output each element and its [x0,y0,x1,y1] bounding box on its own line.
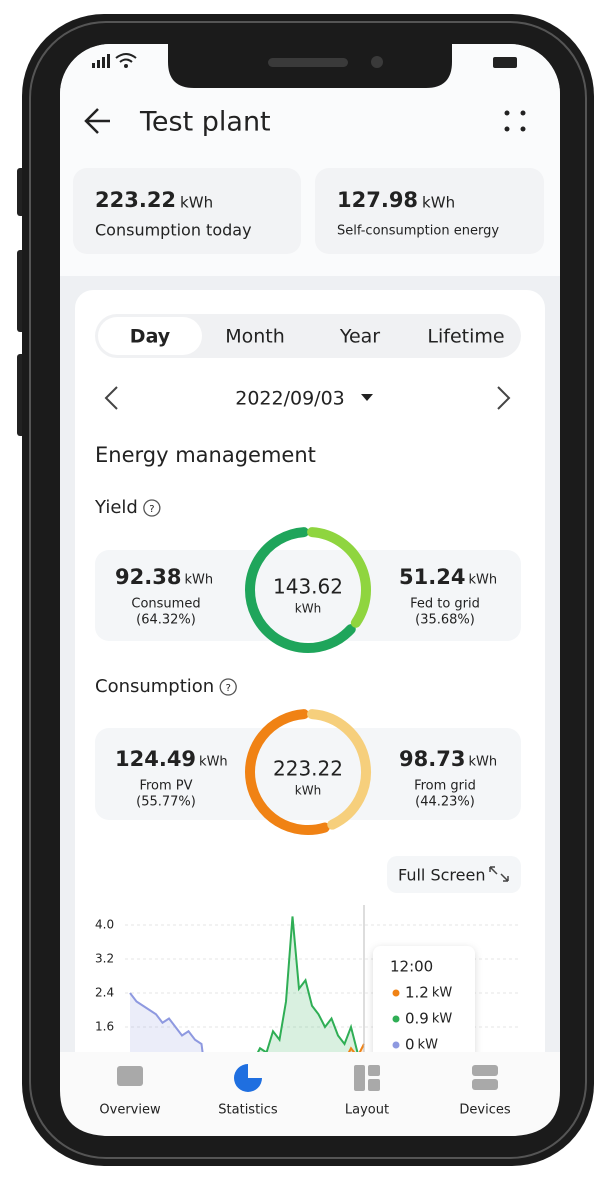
section-label: Consumption [95,676,214,697]
tab[interactable]: Day [130,326,171,348]
label: From PV [139,779,192,794]
donut-right [307,527,371,628]
summary-value: 127.98 [337,188,418,212]
tooltip [373,946,475,1066]
info-icon-mark: ? [149,504,154,515]
section-title: Energy management [95,443,316,467]
more-icon[interactable] [504,110,526,132]
label: Fed to grid [410,597,480,612]
donut-total: 223.22 [273,757,343,781]
tooltip-time: 12:00 [390,958,433,976]
tab[interactable]: Month [225,326,285,348]
label: Consumed [131,597,200,612]
tooltip-value: 0 [405,1036,415,1054]
phone-edge [29,21,587,1159]
yield-box [95,550,521,641]
summary-value: 223.22 [95,188,176,212]
nav-bar [60,1052,560,1136]
tooltip-value: 0.9 [405,1010,429,1028]
tooltip-dot [392,1041,400,1049]
nav-label[interactable]: Statistics [218,1103,278,1118]
y-tick-label: 4.0 [95,918,114,932]
nav-label[interactable]: Layout [345,1103,389,1118]
value: 51.24 [399,565,465,589]
tab[interactable]: Lifetime [427,326,504,348]
nav-label[interactable]: Devices [459,1103,510,1118]
tooltip-dot [392,989,400,997]
donut-left [245,527,356,653]
tab-bar [95,314,521,358]
nav-icon[interactable] [354,1065,365,1091]
donut-unit: kWh [295,784,321,798]
camera [371,56,383,68]
back-icon[interactable] [84,108,110,134]
share: (55.77%) [136,795,196,810]
tab-selected[interactable] [98,317,202,355]
summary-unit: kWh [180,194,213,212]
info-icon[interactable] [143,499,161,517]
nav-icon[interactable] [368,1065,380,1076]
share: (44.23%) [415,795,475,810]
y-tick-label: 1.6 [95,1020,114,1034]
status-icons [92,53,517,68]
summary-label: Self-consumption energy [337,224,499,239]
y-tick-label: 3.2 [95,952,114,966]
unit: kWh [468,755,497,770]
nav-icon[interactable] [368,1079,380,1091]
value: 92.38 [115,565,181,589]
nav-icon[interactable] [472,1065,498,1076]
nav-label[interactable]: Overview [99,1103,161,1118]
donut-unit: kWh [295,602,321,616]
donut-total: 143.62 [273,575,343,599]
label: From grid [414,779,476,794]
tooltip-unit: kW [432,986,453,1001]
series-area [130,916,364,1095]
summary-unit: kWh [422,194,455,212]
share: (64.32%) [136,613,196,628]
donut-left [245,709,330,835]
tab[interactable]: Year [339,326,380,348]
full-screen-label[interactable]: Full Screen [398,866,485,885]
tooltip-value: 1.2 [405,984,429,1002]
next-date[interactable] [497,386,511,410]
tooltip-dot [392,1015,400,1023]
date[interactable]: 2022/09/03 [235,388,345,410]
page-title: Test plant [139,107,271,138]
unit: kWh [199,755,228,770]
full-screen-button[interactable] [387,856,521,893]
main-card [75,290,545,1136]
info-icon[interactable] [219,678,237,696]
value: 124.49 [115,747,196,771]
speaker [268,58,348,67]
tooltip-unit: kW [432,1012,453,1027]
prev-date[interactable] [104,386,118,410]
date-dropdown-icon[interactable] [361,394,373,401]
nav-icon[interactable] [472,1079,498,1090]
nav-icon[interactable] [117,1066,143,1086]
donut-right [307,709,371,830]
section-label: Yield [94,497,138,518]
summary-card [73,168,301,254]
info-icon-mark: ? [226,683,231,694]
full-screen-icon[interactable] [489,866,509,882]
y-tick-label: 2.4 [95,986,114,1000]
consumption-box [95,728,521,820]
value: 98.73 [399,747,465,771]
summary-label: Consumption today [95,221,252,240]
summary-card [315,168,544,254]
unit: kWh [468,573,497,588]
unit: kWh [184,573,213,588]
tooltip-unit: kW [418,1038,439,1053]
share: (35.68%) [415,613,475,628]
nav-icon[interactable] [234,1064,262,1092]
